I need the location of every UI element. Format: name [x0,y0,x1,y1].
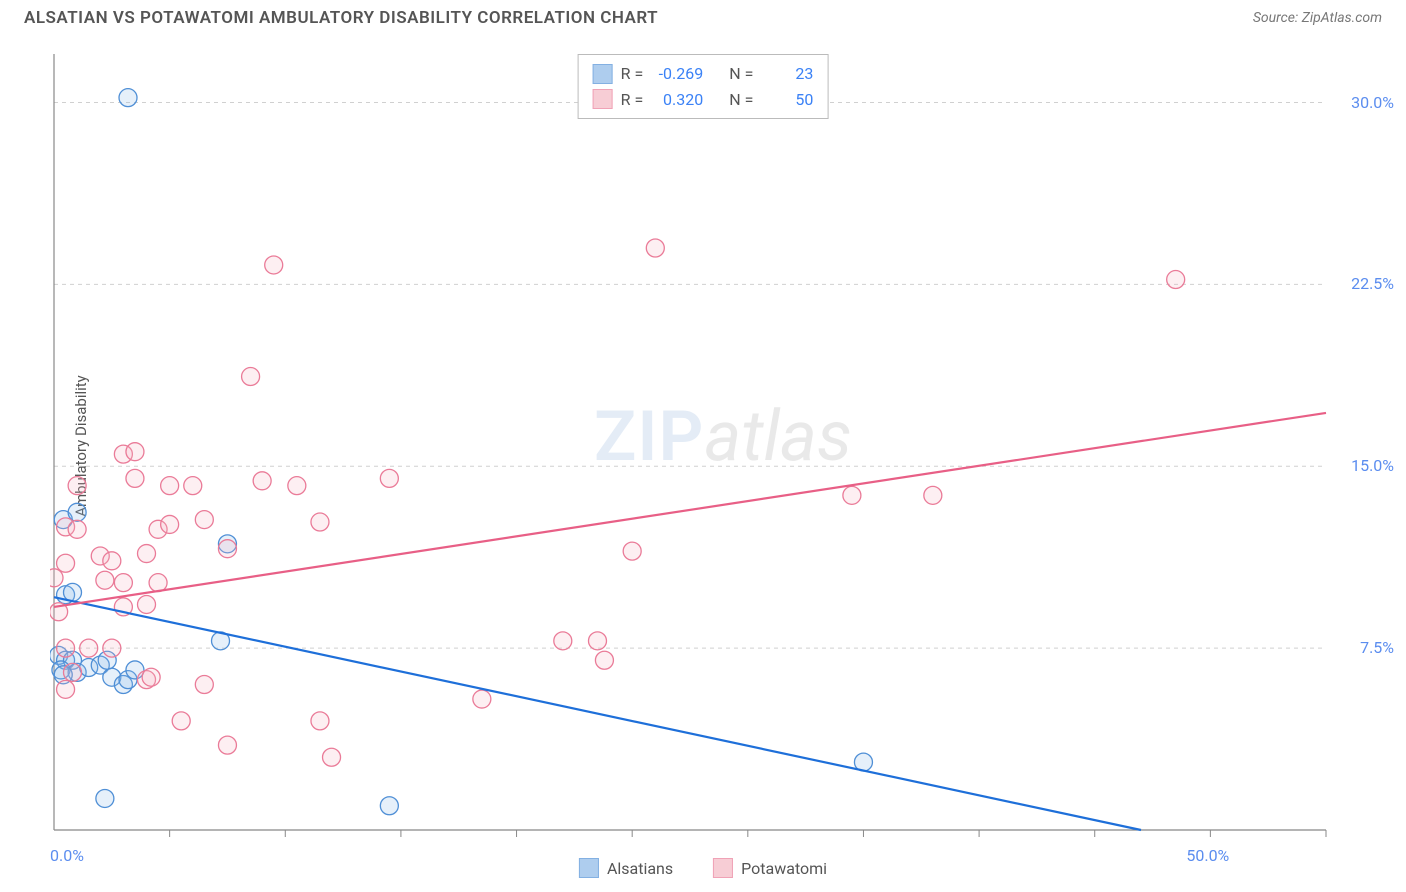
n-label: N = [729,87,753,113]
chart-title: ALSATIAN VS POTAWATOMI AMBULATORY DISABI… [24,8,658,28]
legend-label: Alsatians [607,859,673,878]
source-prefix: Source: [1253,10,1302,26]
y-tick-label: 15.0% [1351,456,1394,475]
x-tick-label: 0.0% [50,846,84,865]
series-swatch [593,64,613,84]
y-tick-label: 7.5% [1360,638,1394,657]
legend-item: Alsatians [579,858,673,878]
legend-swatch [579,858,599,878]
n-label: N = [729,61,753,87]
legend-item: Potawatomi [713,858,827,878]
legend-label: Potawatomi [741,859,827,878]
n-value: 23 [761,61,813,87]
plot-area: ZIPatlas [50,48,1396,842]
stats-row: R = -0.269 N = 23 [593,61,814,87]
y-tick-label: 30.0% [1351,93,1394,112]
r-label: R = [621,61,644,87]
series-swatch [593,89,613,109]
r-label: R = [621,87,644,113]
stats-row: R = 0.320 N = 50 [593,87,814,113]
r-value: -0.269 [651,61,703,87]
header: ALSATIAN VS POTAWATOMI AMBULATORY DISABI… [0,0,1406,32]
n-value: 50 [761,87,813,113]
legend-swatch [713,858,733,878]
y-tick-label: 22.5% [1351,274,1394,293]
scatter-plot-svg [50,48,1396,842]
legend-bottom: Alsatians Potawatomi [579,858,827,878]
x-tick-label: 50.0% [1186,846,1229,865]
source-attribution: Source: ZipAtlas.com [1253,10,1382,26]
stats-legend-box: R = -0.269 N = 23 R = 0.320 N = 50 [578,54,829,119]
r-value: 0.320 [651,87,703,113]
source-name: ZipAtlas.com [1302,10,1382,26]
